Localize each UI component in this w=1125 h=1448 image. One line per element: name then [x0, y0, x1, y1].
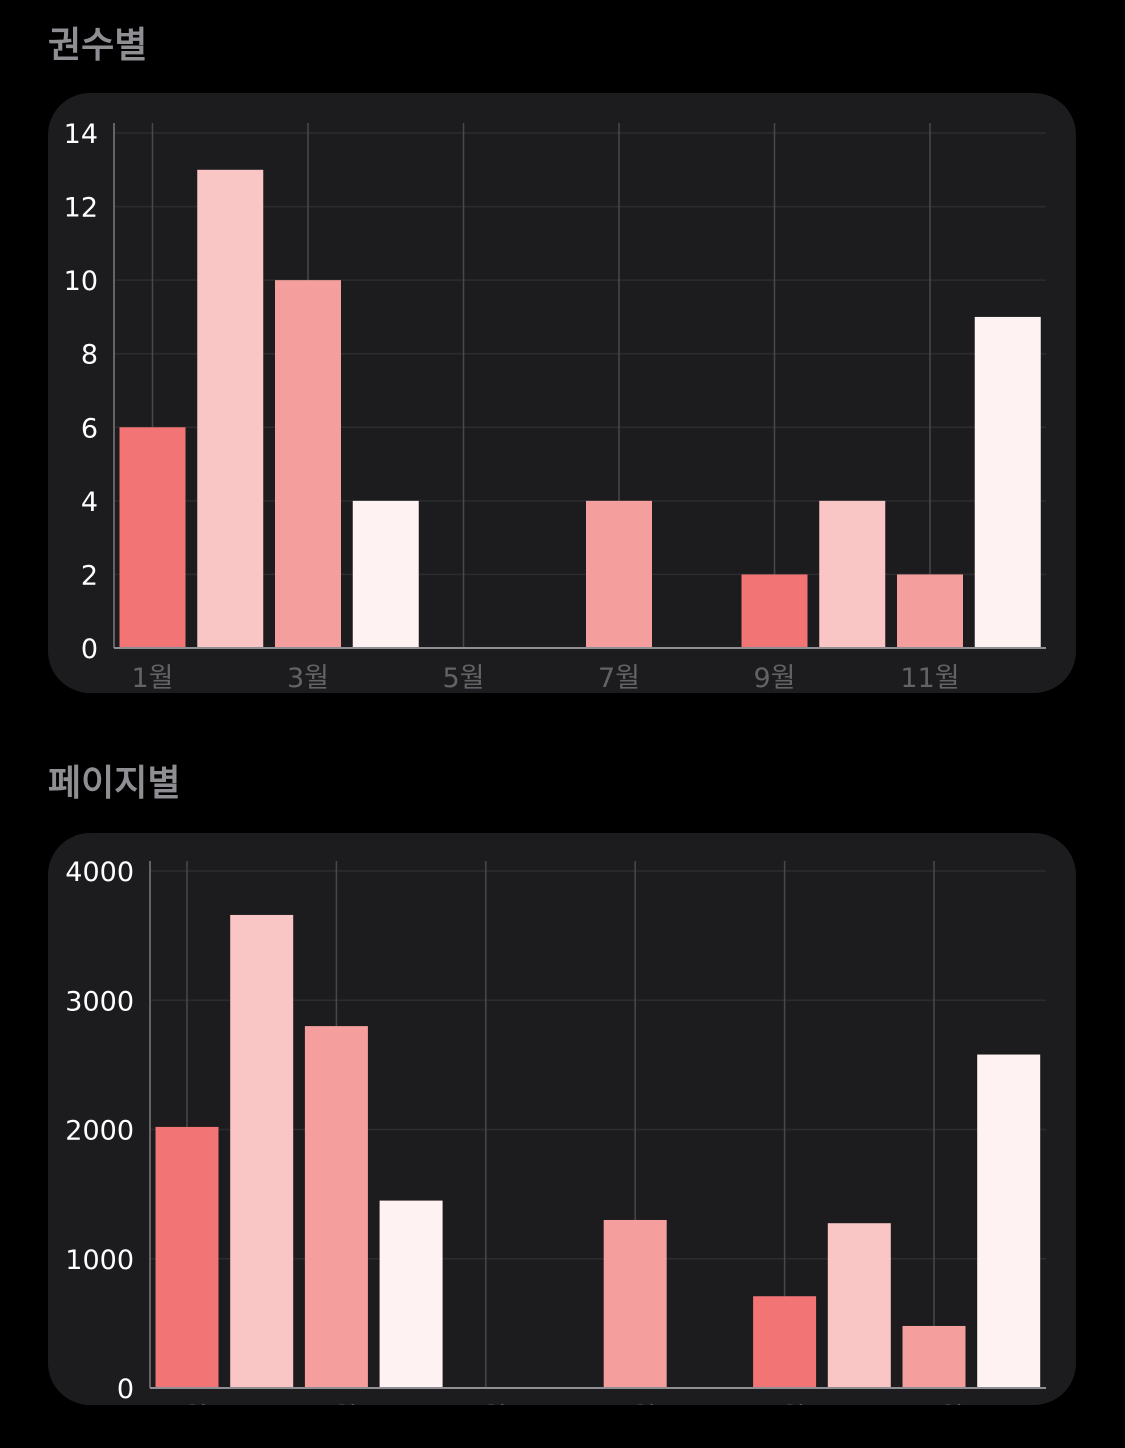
bar-chart-pages: 0 1000 2000 3000 4000 1월 3월 5월 7월 9월 11월 [65, 857, 1046, 1405]
chart-card-pages: 0 1000 2000 3000 4000 1월 3월 5월 7월 9월 11월 [48, 833, 1076, 1405]
bar-2월 [230, 914, 294, 1388]
bar-9월 [741, 574, 808, 648]
bar-2월 [197, 169, 264, 648]
x-tick-label: 1월 [166, 1403, 208, 1405]
y-tick-label: 12 [64, 193, 98, 224]
bar-12월 [974, 316, 1041, 648]
y-tick-label: 4000 [65, 857, 134, 888]
y-tick-label: 14 [64, 119, 98, 150]
x-tick-label: 9월 [764, 1403, 806, 1405]
x-tick-label: 7월 [614, 1403, 656, 1405]
y-tick-label: 6 [81, 413, 98, 444]
section-title-count: 권수별 [48, 25, 148, 66]
bar-3월 [304, 1026, 368, 1388]
y-tick-label: 8 [81, 340, 98, 371]
bar-7월 [603, 1219, 667, 1388]
bar-10월 [827, 1223, 891, 1388]
section-title-pages: 페이지별 [48, 763, 181, 804]
bar-7월 [586, 500, 652, 648]
bar-9월 [753, 1296, 817, 1388]
y-tick-label: 1000 [65, 1245, 134, 1276]
bar-11월 [897, 574, 963, 648]
x-tick-label: 5월 [442, 663, 484, 693]
x-tick-label: 3월 [315, 1403, 357, 1405]
bar-10월 [819, 500, 886, 648]
bar-11월 [902, 1325, 966, 1388]
y-tick-label: 4 [81, 487, 98, 518]
y-tick-label: 2000 [65, 1116, 134, 1147]
x-tick-label: 5월 [465, 1403, 507, 1405]
bar-1월 [119, 427, 186, 648]
bar-chart-count: 0 2 4 6 8 10 12 14 1월 3월 5월 7월 9월 11월 [64, 119, 1046, 693]
x-tick-label: 11월 [904, 1403, 963, 1405]
x-tick-label: 1월 [131, 663, 173, 693]
bar-1월 [155, 1126, 219, 1388]
bar-12월 [977, 1054, 1041, 1388]
y-tick-label: 3000 [65, 986, 134, 1017]
y-tick-label: 0 [81, 634, 98, 665]
x-tick-label: 7월 [598, 663, 640, 693]
x-tick-label: 3월 [287, 663, 329, 693]
chart-card-count: 0 2 4 6 8 10 12 14 1월 3월 5월 7월 9월 11월 [48, 93, 1076, 693]
y-tick-label: 10 [64, 266, 98, 297]
bar-4월 [352, 500, 419, 648]
x-tick-label: 9월 [753, 663, 795, 693]
y-tick-label: 2 [81, 560, 98, 591]
bar-3월 [275, 280, 341, 648]
x-tick-label: 11월 [900, 663, 959, 693]
bar-4월 [379, 1200, 443, 1388]
y-tick-label: 0 [117, 1374, 134, 1405]
